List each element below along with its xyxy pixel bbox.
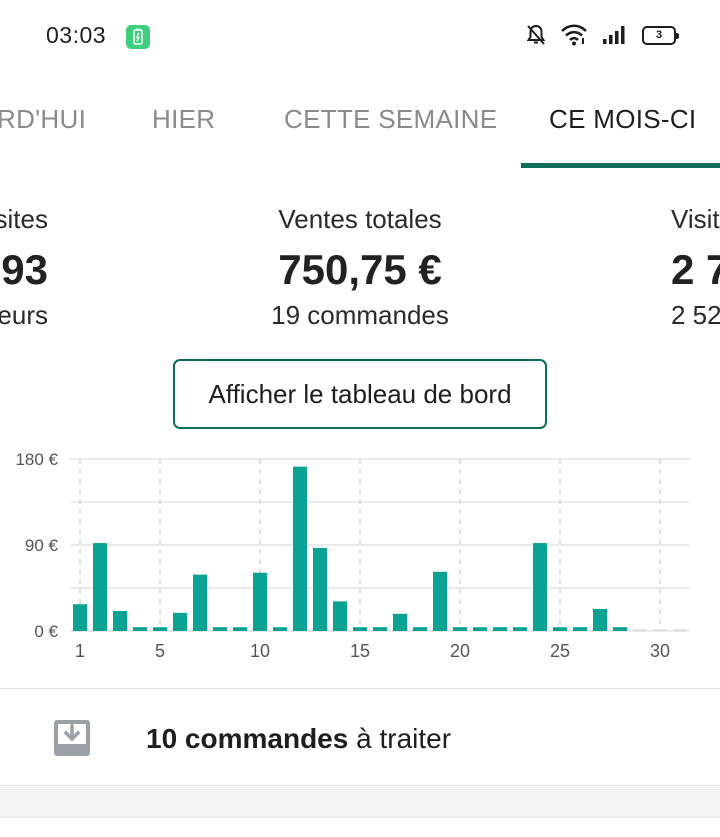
stat-label: Ventes totales bbox=[278, 204, 442, 234]
chart-bar bbox=[633, 629, 647, 631]
background-area bbox=[0, 787, 720, 837]
chart-bar bbox=[593, 609, 607, 631]
stat-value: 2 7 bbox=[671, 246, 720, 293]
next-card bbox=[0, 817, 720, 837]
chart-bar bbox=[113, 610, 127, 631]
bell-off-icon bbox=[526, 24, 546, 45]
chart-bar bbox=[453, 627, 467, 631]
battery-charging-icon bbox=[126, 25, 150, 49]
chart-bar bbox=[433, 571, 447, 631]
chart-bar bbox=[313, 547, 327, 631]
x-tick-label: 20 bbox=[450, 641, 470, 661]
stat-sub: eurs bbox=[0, 300, 48, 330]
x-tick-label: 1 bbox=[75, 641, 85, 661]
stats-carousel[interactable]: sites 93 eurs Ventes totales 750,75 € 19… bbox=[0, 168, 720, 348]
chart-bar bbox=[213, 627, 227, 631]
tab-yesterday[interactable]: HIER bbox=[152, 104, 216, 134]
wifi-icon bbox=[561, 24, 587, 46]
orders-to-process-row[interactable]: 10 commandes à traiter bbox=[0, 688, 720, 786]
chart-bar bbox=[573, 627, 587, 631]
status-time: 03:03 bbox=[46, 22, 107, 48]
stat-card-total-sales: Ventes totales 750,75 € 19 commandes bbox=[180, 204, 540, 331]
x-tick-label: 5 bbox=[155, 641, 165, 661]
stat-value: 93 bbox=[1, 246, 48, 293]
chart-bar bbox=[293, 466, 307, 631]
chart-bar bbox=[413, 627, 427, 631]
active-tab-indicator bbox=[521, 163, 720, 168]
chart-svg: 0 €90 €180 €1 5 10 15 20 25 30 bbox=[15, 450, 690, 661]
y-tick-label: 180 € bbox=[15, 450, 58, 469]
chart-bar bbox=[533, 543, 547, 631]
chart-bar bbox=[513, 627, 527, 631]
chart-bar bbox=[233, 627, 247, 631]
chart-bar bbox=[473, 627, 487, 631]
chart-bar bbox=[273, 627, 287, 631]
stat-card-visits: sites 93 eurs bbox=[0, 204, 48, 331]
status-bar: 03:03 3 bbox=[0, 0, 720, 72]
stat-label: sites bbox=[0, 204, 48, 234]
show-dashboard-button[interactable]: Afficher le tableau de bord bbox=[173, 359, 547, 429]
orders-to-process-text: 10 commandes à traiter bbox=[146, 723, 451, 755]
chart-bar bbox=[93, 543, 107, 631]
chart-bar bbox=[613, 627, 627, 631]
tab-this-week[interactable]: CETTE SEMAINE bbox=[284, 104, 498, 134]
stat-card-visitors: Visit 2 7 2 52 bbox=[671, 204, 720, 331]
chart-bar bbox=[373, 627, 387, 631]
chart-bar bbox=[193, 574, 207, 631]
x-tick-label: 10 bbox=[250, 641, 270, 661]
chart-bar bbox=[673, 629, 687, 631]
chart-bar bbox=[553, 627, 567, 631]
chart-bar bbox=[73, 604, 87, 631]
chart-bar bbox=[173, 612, 187, 631]
y-tick-label: 0 € bbox=[34, 622, 58, 641]
x-tick-label: 15 bbox=[350, 641, 370, 661]
stat-value: 750,75 € bbox=[278, 246, 442, 293]
orders-suffix: à traiter bbox=[348, 723, 452, 754]
chart-bar bbox=[333, 601, 347, 631]
x-tick-label: 25 bbox=[550, 641, 570, 661]
tab-today[interactable]: RD'HUI bbox=[0, 104, 87, 134]
chart-bar bbox=[253, 572, 267, 631]
sales-bar-chart: 0 €90 €180 €1 5 10 15 20 25 30 bbox=[0, 440, 720, 670]
stat-sub: 19 commandes bbox=[271, 300, 449, 330]
period-tabs: RD'HUI HIER CETTE SEMAINE CE MOIS-CI bbox=[0, 72, 720, 168]
chart-bar bbox=[653, 629, 667, 631]
y-tick-label: 90 € bbox=[25, 536, 59, 555]
x-tick-label: 30 bbox=[650, 641, 670, 661]
stat-label: Visit bbox=[671, 204, 720, 234]
chart-bar bbox=[133, 627, 147, 631]
chart-bar bbox=[493, 627, 507, 631]
inbox-download-icon bbox=[54, 720, 90, 756]
signal-icon bbox=[603, 26, 625, 44]
chart-bar bbox=[353, 627, 367, 631]
chart-bar bbox=[153, 627, 167, 631]
orders-count: 10 commandes bbox=[146, 723, 349, 754]
battery-icon: 3 bbox=[642, 25, 679, 45]
chart-bar bbox=[393, 613, 407, 631]
stat-sub: 2 52 bbox=[671, 300, 720, 330]
tab-this-month[interactable]: CE MOIS-CI bbox=[549, 104, 697, 134]
